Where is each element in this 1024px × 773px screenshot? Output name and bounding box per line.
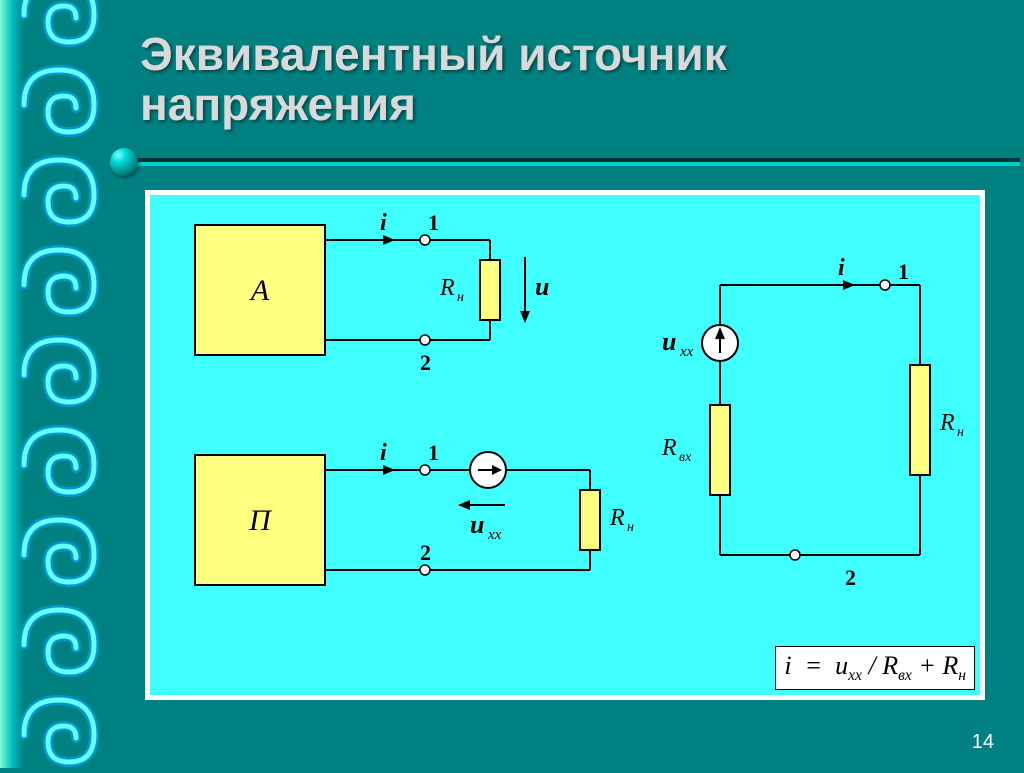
- label-i1: i: [380, 210, 387, 236]
- label-rvx: R: [661, 435, 677, 461]
- divider-line: [110, 158, 1020, 168]
- circuit-right: i 1 u xx R вх R н: [661, 255, 964, 590]
- label-rn1: R: [439, 275, 455, 301]
- title-area: Эквивалентный источник напряжения: [140, 30, 980, 129]
- label-rn3: R: [939, 410, 955, 436]
- label-uxx2-sub: xx: [487, 527, 502, 543]
- label-uxx3: u: [662, 327, 676, 356]
- slide-number: 14: [972, 731, 994, 754]
- diagram-frame: A i 1 R н u: [145, 190, 985, 700]
- slide-title: Эквивалентный источник напряжения: [140, 30, 980, 129]
- label-i3: i: [838, 255, 845, 281]
- label-node1-1: 1: [428, 210, 439, 235]
- bullet-decoration: [110, 148, 138, 176]
- label-u1: u: [535, 272, 549, 301]
- label-rn1-sub: н: [457, 290, 464, 305]
- label-node1-3: 1: [898, 259, 909, 284]
- spiral-decoration: [14, 0, 114, 768]
- label-node2-2: 2: [420, 540, 431, 565]
- label-rn2-sub: н: [627, 520, 634, 535]
- label-uxx2: u: [470, 510, 484, 539]
- formula: i = uxx / Rвх + Rн: [775, 646, 975, 690]
- label-node2-1: 2: [420, 350, 431, 375]
- label-i2: i: [380, 440, 387, 466]
- label-rn2: R: [609, 505, 625, 531]
- label-node2-3: 2: [845, 565, 856, 590]
- label-rvx-sub: вх: [679, 450, 692, 465]
- box-a-label: A: [249, 274, 270, 307]
- circuit-a: A i 1 R н u: [195, 210, 549, 375]
- label-uxx3-sub: xx: [679, 344, 694, 360]
- box-p-label: П: [248, 504, 273, 537]
- label-rn3-sub: н: [957, 425, 964, 440]
- diagram-canvas: A i 1 R н u: [150, 195, 980, 695]
- circuit-p: П i 1 u xx: [195, 440, 634, 585]
- label-node1-2: 1: [428, 440, 439, 465]
